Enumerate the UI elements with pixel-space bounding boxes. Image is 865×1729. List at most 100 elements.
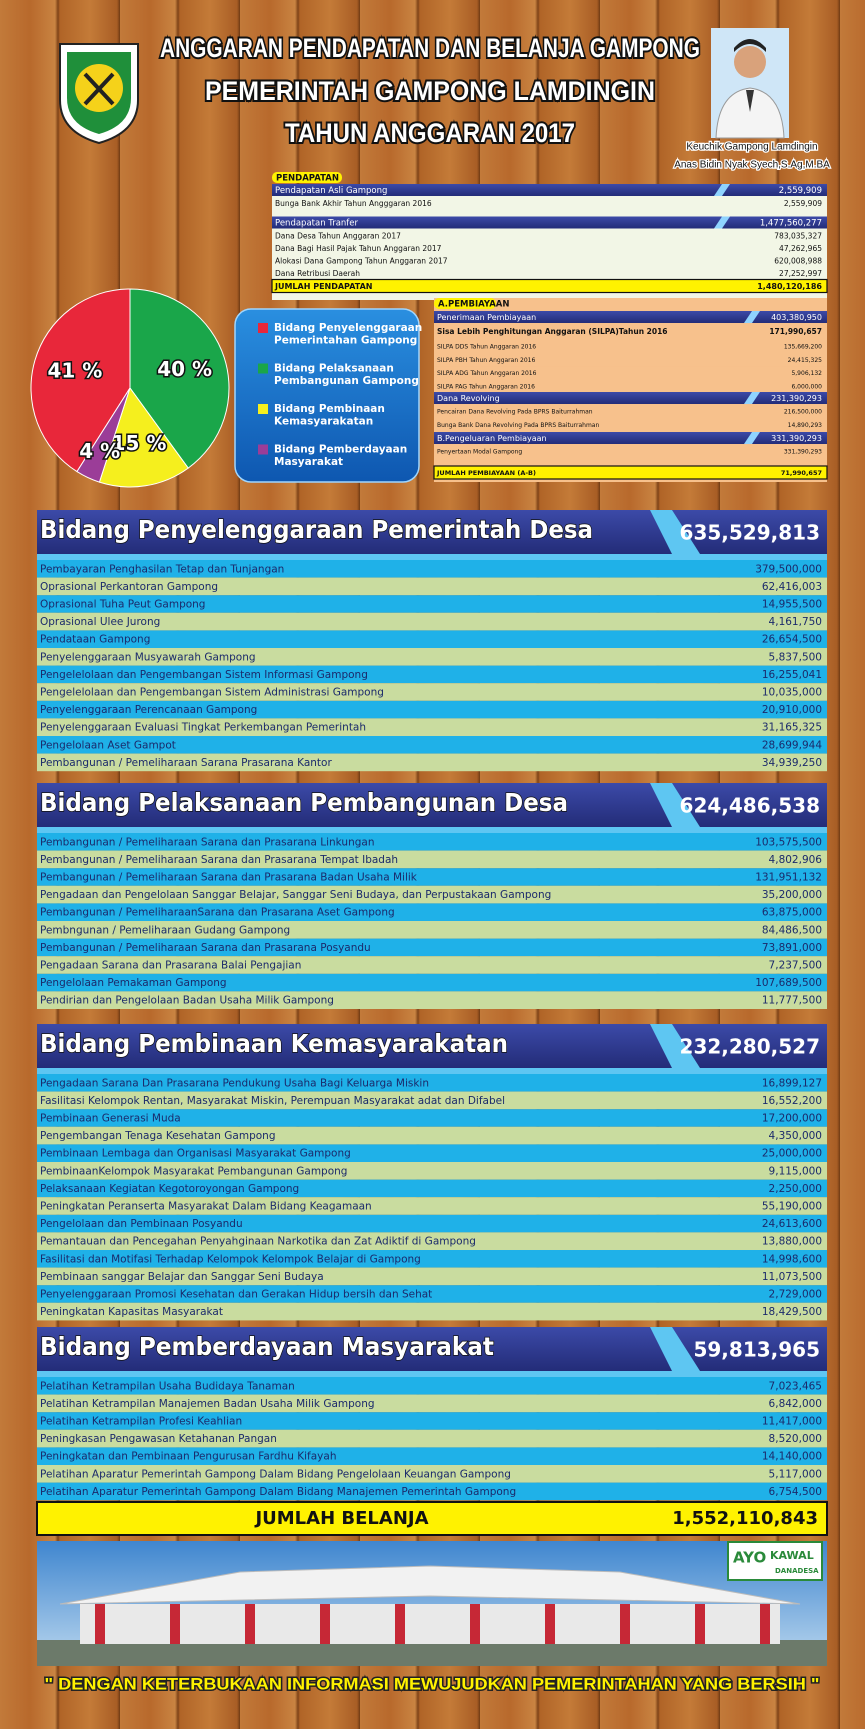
section-title: Bidang Pemberdayaan Masyarakat — [40, 1332, 494, 1361]
header-strip — [37, 554, 827, 560]
group-row-label: Penerimaan Pembiayaan — [437, 313, 536, 322]
budget-row-label: Pengelelolaan dan Pengembangan Sistem Ad… — [40, 687, 384, 699]
budget-row-bg — [37, 718, 827, 736]
badge-text: AYO — [733, 1549, 766, 1567]
header-swoosh — [650, 510, 700, 554]
subgroup-row-bg — [434, 325, 827, 338]
budget-row-amount: 103,575,500 — [755, 836, 822, 848]
budget-row-label: Penyelenggaraan Musyawarah Gampong — [40, 651, 256, 663]
tag — [272, 172, 342, 183]
budget-row-amount: 16,899,127 — [762, 1077, 822, 1089]
group-row-bg — [434, 432, 827, 444]
item-row-amount: 6,000,000 — [791, 383, 822, 390]
item-row-amount: 331,390,293 — [784, 449, 822, 456]
legend-swatch — [258, 363, 268, 374]
budget-row-bg — [37, 1074, 827, 1092]
jumlah-belanja-amount: 1,552,110,843 — [672, 1508, 818, 1529]
budget-row-amount: 379,500,000 — [755, 563, 822, 575]
item-row-label: SILPA DDS Tahun Anggaran 2016 — [437, 344, 536, 351]
group-row-amount: 231,390,293 — [771, 394, 822, 403]
legend-label: Bidang Pemberdayaan Masyarakat — [274, 444, 407, 469]
pie-slice — [129, 288, 230, 469]
legend-swatch — [258, 444, 268, 455]
budget-row-label: Pelatihan Ketrampilan Profesi Keahlian — [40, 1416, 242, 1428]
jumlah-belanja-label: JUMLAH BELANJA — [253, 1508, 428, 1529]
pie-label: 15 % — [112, 431, 167, 455]
budget-row-label: Pendirian dan Pengelolaan Badan Usaha Mi… — [40, 995, 334, 1007]
pie-slice — [98, 386, 189, 488]
budget-row-bg — [37, 1465, 827, 1483]
budget-row-label: Oprasional Perkantoran Gampong — [40, 581, 218, 593]
budget-row-bg — [37, 885, 827, 904]
item-row-label: Bunga Bank Dana Revolving Pada BPRS Bait… — [437, 422, 599, 429]
section-amount: 232,280,527 — [680, 1035, 820, 1059]
item-row-amount: 216,500,000 — [784, 409, 822, 416]
budget-row-amount: 16,255,041 — [762, 669, 822, 681]
budget-row-bg — [37, 1302, 827, 1321]
group-row-amount: 331,390,293 — [771, 434, 822, 443]
budget-row-amount: 73,891,000 — [762, 942, 822, 954]
section-amount: 624,486,538 — [680, 794, 820, 818]
budget-row-amount: 14,140,000 — [762, 1451, 822, 1463]
jumlah-belanja-box — [36, 1501, 828, 1536]
budget-row-amount: 28,699,944 — [762, 739, 822, 751]
budget-row-label: Pengelolaan Aset Gampot — [40, 739, 176, 751]
budget-row-amount: 14,998,600 — [762, 1253, 822, 1265]
logo — [59, 43, 139, 145]
section-amount: 635,529,813 — [680, 521, 820, 545]
group-row-amount: 403,380,950 — [771, 313, 822, 322]
group-row-label: Pendapatan Asli Gampong — [275, 186, 387, 196]
group-row-label: B.Pengeluaran Pembiayaan — [437, 434, 547, 443]
budget-row-bg — [37, 1179, 827, 1198]
stripe — [744, 392, 760, 404]
budget-row-label: Pengadaan Sarana Dan Prasarana Pendukung… — [40, 1077, 429, 1089]
item-row-amount: 14,890,293 — [788, 422, 823, 429]
item-row-label: SILPA PBH Tahun Anggaran 2016 — [437, 357, 535, 364]
title-line: PEMERINTAH GAMPONG LAMDINGIN — [205, 76, 655, 106]
item-row-bg — [434, 445, 827, 458]
tag-label: A.PEMBIAYAAN — [438, 300, 509, 310]
budget-row-bg — [37, 1429, 827, 1448]
budget-row-amount: 9,115,000 — [769, 1165, 822, 1177]
budget-row-bg — [37, 1126, 827, 1145]
total-row-label: JUMLAH PENDAPATAN — [274, 282, 372, 291]
budget-row-amount: 8,520,000 — [769, 1433, 822, 1445]
budget-row-amount: 25,000,000 — [762, 1148, 822, 1160]
budget-row-bg — [37, 1394, 827, 1413]
item-row-label: Dana Bagi Hasil Pajak Tahun Anggaran 201… — [275, 244, 442, 253]
item-row-label: SILPA ADG Tahun Anggaran 2016 — [437, 370, 537, 377]
budget-row-bg — [37, 850, 827, 869]
item-row-label: Alokasi Dana Gampong Tahun Anggaran 2017 — [275, 256, 448, 265]
total-row-bg — [433, 465, 828, 480]
budget-row-amount: 7,237,500 — [769, 960, 822, 972]
budget-row-label: Pelatihan Ketrampilan Manajemen Badan Us… — [40, 1398, 375, 1410]
budget-row-amount: 4,350,000 — [769, 1130, 822, 1142]
caption: Anas Bidin Nyak Syech,S.Ag,M.BA — [674, 160, 830, 171]
budget-row-label: Penyelenggaraan Promosi Kesehatan dan Ge… — [40, 1289, 432, 1301]
budget-row-label: Pengadaan dan Pengelolaan Sanggar Belaja… — [40, 889, 551, 901]
budget-row-amount: 63,875,000 — [762, 907, 822, 919]
legend-label: Bidang Pelaksanaan Pembangunan Gampong — [274, 363, 419, 388]
budget-row-bg — [37, 700, 827, 719]
pie-slice — [76, 387, 131, 483]
budget-row-bg — [37, 595, 827, 613]
section-amount: 59,813,965 — [693, 1338, 820, 1362]
total-row-amount: 71,990,657 — [781, 469, 822, 477]
budget-row-bg — [37, 1197, 827, 1215]
item-row-bg — [272, 229, 827, 242]
budget-row-label: Pengelolaan dan Pembinaan Posyandu — [40, 1218, 243, 1230]
budget-row-label: Pengembangan Tenaga Kesehatan Gampong — [40, 1130, 275, 1142]
section-title: Bidang Pembinaan Kemasyarakatan — [40, 1029, 508, 1058]
budget-row-bg — [37, 833, 827, 851]
budget-row-label: Peningkatan dan Pembinaan Pengurusan Far… — [40, 1451, 336, 1463]
header-strip — [37, 827, 827, 833]
budget-row-amount: 5,117,000 — [769, 1468, 822, 1480]
budget-row-bg — [37, 868, 827, 886]
budget-row-label: Pembangunan / Pemeliharaan Sarana dan Pr… — [40, 836, 374, 848]
group-row-bg — [434, 392, 827, 404]
budget-row-amount: 14,955,500 — [762, 599, 822, 611]
item-row-label: Pencairan Dana Revolving Pada BPRS Baitu… — [437, 409, 593, 416]
budget-row-label: PembinaanKelompok Masyarakat Pembangunan… — [40, 1165, 347, 1177]
